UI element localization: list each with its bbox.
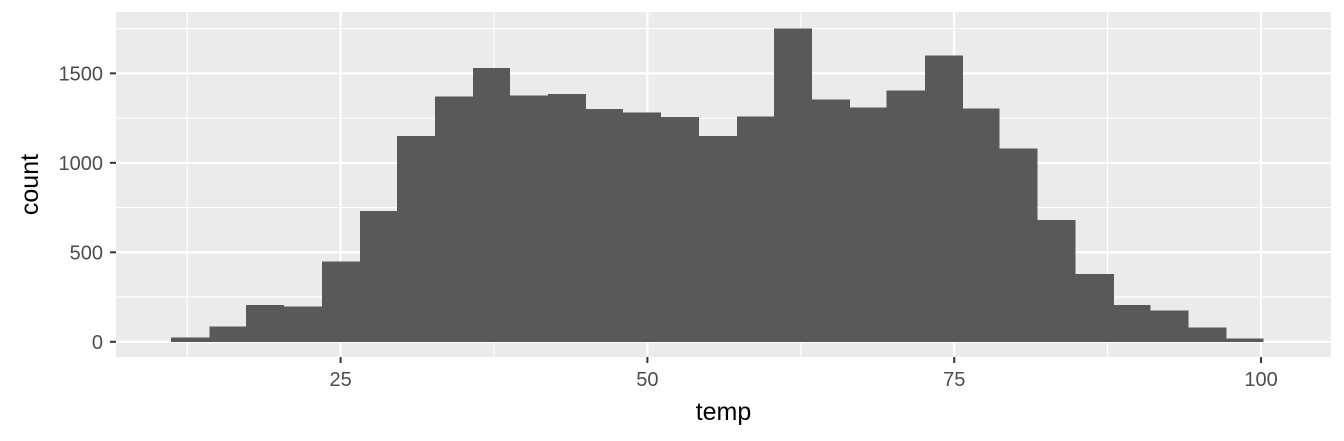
histogram-bar <box>999 148 1038 342</box>
histogram-bar <box>962 108 1000 342</box>
histogram-bar <box>284 306 323 342</box>
x-tick-label: 50 <box>636 369 658 391</box>
histogram-bar <box>209 326 247 342</box>
histogram-bar <box>1037 220 1076 342</box>
histogram-bar <box>886 90 925 342</box>
histogram-bar <box>660 117 699 342</box>
y-axis-title: count <box>16 154 44 215</box>
histogram-bar <box>509 95 548 342</box>
histogram-bar <box>622 112 661 342</box>
histogram-bar <box>698 136 737 342</box>
histogram-bar <box>924 55 963 342</box>
histogram-bar <box>773 28 812 342</box>
histogram-bar <box>811 99 850 342</box>
y-tick-label: 1000 <box>59 153 104 175</box>
histogram-bar <box>1226 338 1264 342</box>
y-tick-label: 0 <box>92 332 103 354</box>
histogram-bar <box>1150 310 1189 342</box>
histogram-bar <box>586 109 623 342</box>
histogram-bar <box>1188 327 1227 342</box>
histogram-bar <box>849 107 887 342</box>
histogram-bar <box>435 96 474 342</box>
y-axis-ticks: 0 500 1000 1500 <box>59 63 116 354</box>
x-tick-label: 100 <box>1244 369 1277 391</box>
histogram-bar <box>322 261 361 342</box>
x-tick-label: 25 <box>329 369 351 391</box>
y-tick-label: 500 <box>70 242 103 264</box>
histogram-bar <box>737 116 774 342</box>
x-axis-title: temp <box>696 398 752 426</box>
histogram-bar <box>397 136 436 342</box>
x-axis-ticks: 25 50 75 100 <box>329 357 1278 391</box>
histogram-bar <box>473 68 510 342</box>
x-tick-label: 75 <box>943 369 965 391</box>
histogram-bar <box>246 305 285 342</box>
histogram-bars <box>171 28 1264 342</box>
histogram-bar <box>360 211 398 342</box>
histogram-bar <box>171 337 210 342</box>
y-tick-label: 1500 <box>59 63 104 85</box>
histogram-bar <box>548 93 587 342</box>
histogram-bar <box>1113 305 1151 342</box>
histogram-bar <box>1075 273 1114 342</box>
